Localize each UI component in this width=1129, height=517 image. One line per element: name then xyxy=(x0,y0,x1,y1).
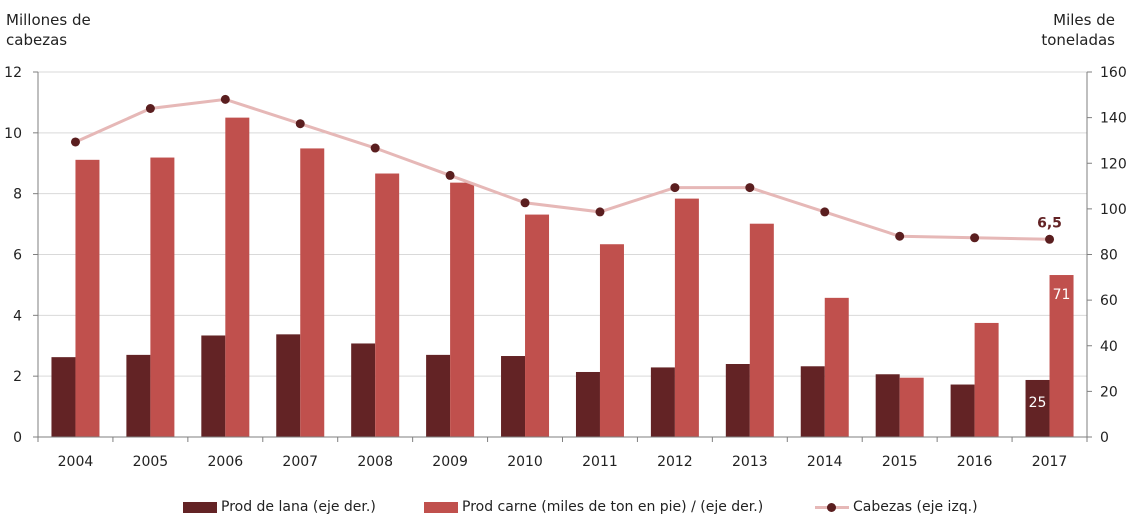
right-tick-label: 160 xyxy=(1100,65,1127,81)
x-tick-label: 2007 xyxy=(282,454,318,470)
bar-carne xyxy=(525,214,550,437)
bar-lana xyxy=(1025,379,1050,437)
x-tick-label: 2015 xyxy=(882,454,918,470)
x-tick-label: 2010 xyxy=(507,454,543,470)
point-cabezas xyxy=(745,183,755,193)
right-tick-label: 120 xyxy=(1100,156,1127,172)
legend-label-lana: Prod de lana (eje der.) xyxy=(221,499,376,515)
bar-lana xyxy=(575,371,600,437)
left-tick-label: 10 xyxy=(4,126,22,142)
bar-lana xyxy=(351,343,376,437)
point-cabezas xyxy=(520,198,530,208)
point-cabezas xyxy=(970,233,980,243)
point-cabezas xyxy=(370,143,380,153)
bar-carne xyxy=(599,244,624,437)
bar-carne xyxy=(450,182,475,437)
left-tick-label: 12 xyxy=(4,65,22,81)
legend-swatch-lana xyxy=(183,501,217,513)
point-cabezas xyxy=(595,207,605,217)
bar-lana xyxy=(51,357,76,437)
point-cabezas xyxy=(1045,234,1055,244)
point-cabezas xyxy=(820,207,830,217)
legend: Prod de lana (eje der.) Prod carne (mile… xyxy=(0,497,1129,517)
bar-carne xyxy=(225,117,250,437)
right-tick-label: 0 xyxy=(1100,430,1109,446)
bar-carne xyxy=(150,157,175,437)
legend-item-carne: Prod carne (miles de ton en pie) / (eje … xyxy=(424,497,763,517)
x-tick-label: 2008 xyxy=(357,454,393,470)
right-tick-label: 60 xyxy=(1100,293,1118,309)
x-tick-label: 2012 xyxy=(657,454,693,470)
data-label-lana: 25 xyxy=(1029,395,1047,411)
right-tick-label: 80 xyxy=(1100,248,1118,264)
bar-lana xyxy=(800,366,825,437)
x-tick-label: 2017 xyxy=(1032,454,1068,470)
point-cabezas xyxy=(445,170,455,180)
bar-lana xyxy=(276,334,301,437)
legend-label-carne: Prod carne (miles de ton en pie) / (eje … xyxy=(462,499,764,515)
left-tick-label: 6 xyxy=(13,248,22,264)
bar-carne xyxy=(75,159,100,437)
right-tick-label: 140 xyxy=(1100,111,1127,127)
point-cabezas xyxy=(220,94,230,104)
bar-lana xyxy=(950,384,975,437)
bar-carne xyxy=(375,173,400,437)
legend-swatch-carne xyxy=(424,501,458,513)
bar-carne xyxy=(300,148,325,437)
bar-lana xyxy=(725,364,750,437)
x-tick-label: 2014 xyxy=(807,454,843,470)
x-tick-label: 2009 xyxy=(432,454,468,470)
x-tick-label: 2011 xyxy=(582,454,618,470)
left-tick-label: 2 xyxy=(13,369,22,385)
point-cabezas xyxy=(145,104,155,113)
x-tick-label: 2005 xyxy=(133,454,169,470)
bar-lana xyxy=(201,335,226,437)
legend-item-lana: Prod de lana (eje der.) xyxy=(183,497,376,517)
bar-carne xyxy=(749,223,774,437)
bar-lana xyxy=(426,354,451,437)
x-tick-label: 2006 xyxy=(208,454,244,470)
x-tick-label: 2016 xyxy=(957,454,993,470)
point-cabezas xyxy=(70,137,80,147)
right-axis-title: Miles de toneladas xyxy=(1041,11,1115,49)
annotation-cabezas: 6,5 xyxy=(1037,215,1062,231)
bar-lana xyxy=(875,374,900,437)
bar-carne xyxy=(974,322,999,437)
legend-label-cabezas: Cabezas (eje izq.) xyxy=(853,499,978,515)
point-cabezas xyxy=(670,183,680,193)
point-cabezas xyxy=(895,231,905,241)
bar-carne xyxy=(1049,275,1074,437)
point-cabezas xyxy=(295,119,305,129)
right-tick-label: 40 xyxy=(1100,339,1118,355)
bar-carne xyxy=(824,297,849,437)
bar-lana xyxy=(126,354,151,437)
legend-swatch-cabezas xyxy=(815,502,849,513)
data-label-carne: 71 xyxy=(1053,287,1071,303)
line-cabezas xyxy=(74,97,1050,241)
left-tick-label: 4 xyxy=(13,308,22,324)
x-tick-label: 2004 xyxy=(58,454,94,470)
bar-carne xyxy=(674,198,699,437)
right-tick-label: 20 xyxy=(1100,384,1118,400)
bar-lana xyxy=(501,356,526,437)
bar-carne xyxy=(899,377,924,437)
left-axis-title: Millones de cabezas xyxy=(6,11,91,49)
x-tick-label: 2013 xyxy=(732,454,768,470)
left-tick-label: 8 xyxy=(13,187,22,203)
bar-lana xyxy=(650,367,675,437)
left-tick-label: 0 xyxy=(13,430,22,446)
legend-item-cabezas: Cabezas (eje izq.) xyxy=(815,497,978,517)
right-tick-label: 100 xyxy=(1100,202,1127,218)
